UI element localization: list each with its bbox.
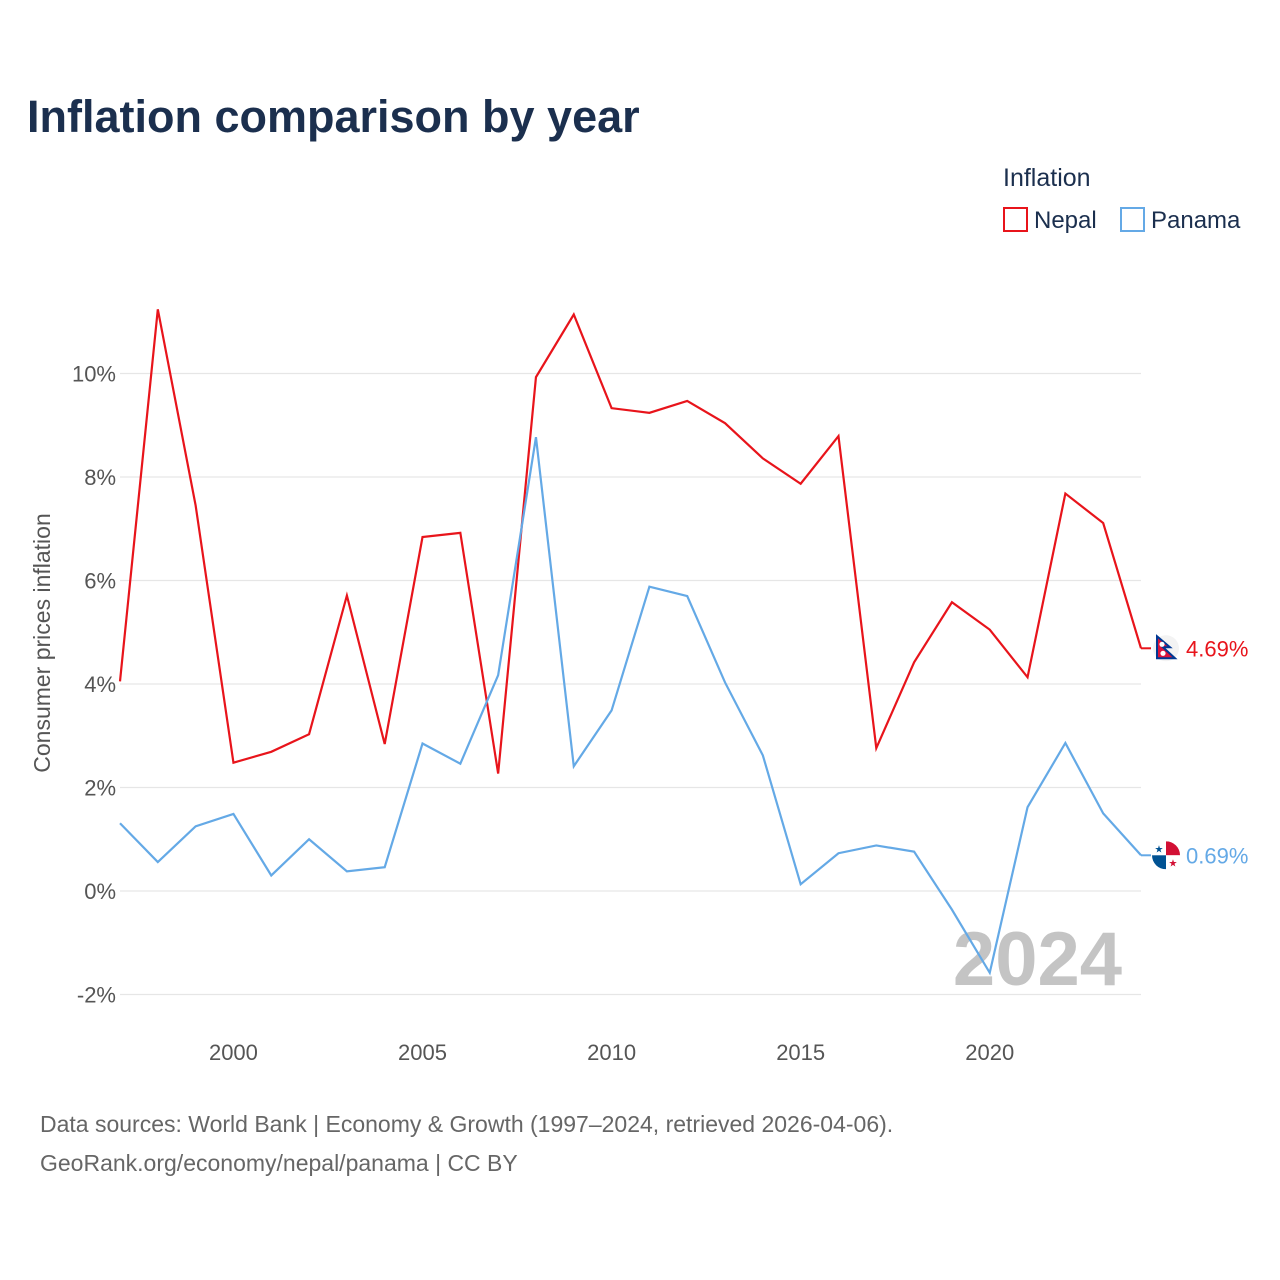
x-tick-label: 2000 xyxy=(209,1040,258,1065)
series-line-nepal[interactable] xyxy=(118,309,1143,774)
y-axis-ticks: -2% 0% 2% 4% 6% 8% 10% xyxy=(72,362,116,1008)
y-tick-label: 6% xyxy=(84,569,116,594)
nepal-end-value: 4.69% xyxy=(1186,636,1248,661)
panama-end-marker: ★ ★ 0.69% xyxy=(1152,841,1248,870)
y-axis-label: Consumer prices inflation xyxy=(29,513,55,773)
legend-swatch-nepal[interactable] xyxy=(1003,207,1028,232)
legend-label-nepal[interactable]: Nepal xyxy=(1034,207,1097,234)
legend-swatch-panama[interactable] xyxy=(1120,207,1145,232)
panama-flag-icon: ★ ★ xyxy=(1152,841,1180,870)
x-tick-label: 2005 xyxy=(398,1040,447,1065)
series-line-panama[interactable] xyxy=(119,436,1142,976)
chart-title: Inflation comparison by year xyxy=(27,91,640,142)
series-lines xyxy=(118,309,1151,976)
source-line-1: Data sources: World Bank | Economy & Gro… xyxy=(40,1111,893,1137)
year-watermark: 2024 xyxy=(953,917,1122,1002)
svg-text:★: ★ xyxy=(1169,858,1178,869)
y-tick-label: 4% xyxy=(84,672,116,697)
legend: Inflation Nepal Panama xyxy=(1003,164,1241,234)
legend-title: Inflation xyxy=(1003,164,1091,192)
y-tick-label: 0% xyxy=(84,879,116,904)
x-axis-ticks: 2000 2005 2010 2015 2020 xyxy=(209,1040,1014,1065)
gridlines xyxy=(120,372,1141,996)
y-tick-label: -2% xyxy=(77,983,116,1008)
y-tick-label: 10% xyxy=(72,362,116,387)
nepal-flag-icon xyxy=(1153,634,1179,662)
x-tick-label: 2020 xyxy=(965,1040,1014,1065)
source-line-2[interactable]: GeoRank.org/economy/nepal/panama | CC BY xyxy=(40,1150,518,1176)
svg-text:★: ★ xyxy=(1155,844,1164,855)
panama-end-value: 0.69% xyxy=(1186,843,1248,868)
y-tick-label: 2% xyxy=(84,776,116,801)
x-tick-label: 2010 xyxy=(587,1040,636,1065)
x-tick-label: 2015 xyxy=(776,1040,825,1065)
nepal-end-marker: 4.69% xyxy=(1153,634,1248,662)
y-tick-label: 8% xyxy=(84,465,116,490)
legend-label-panama[interactable]: Panama xyxy=(1151,207,1241,234)
